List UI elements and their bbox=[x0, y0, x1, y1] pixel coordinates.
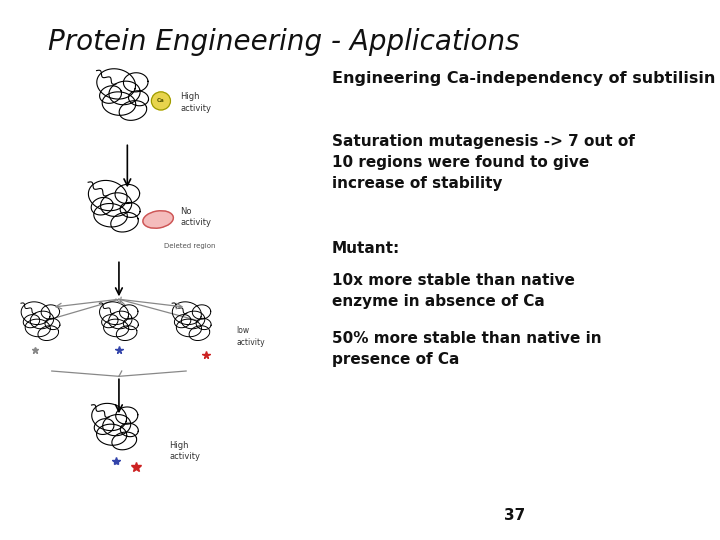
Text: 37: 37 bbox=[503, 508, 525, 523]
Text: High
activity: High activity bbox=[181, 92, 212, 112]
Text: 10x more stable than native
enzyme in absence of Ca: 10x more stable than native enzyme in ab… bbox=[332, 273, 575, 309]
Text: Deleted region: Deleted region bbox=[163, 243, 215, 249]
Text: Ca: Ca bbox=[157, 98, 165, 104]
Text: Engineering Ca-independency of subtilisin: Engineering Ca-independency of subtilisi… bbox=[332, 71, 715, 86]
Text: High
activity: High activity bbox=[169, 441, 200, 461]
Circle shape bbox=[151, 92, 171, 110]
Text: 50% more stable than native in
presence of Ca: 50% more stable than native in presence … bbox=[332, 331, 601, 367]
Text: Mutant:: Mutant: bbox=[332, 241, 400, 256]
Text: low
activity: low activity bbox=[236, 326, 265, 347]
Text: No
activity: No activity bbox=[181, 207, 212, 227]
Text: Saturation mutagenesis -> 7 out of
10 regions were found to give
increase of sta: Saturation mutagenesis -> 7 out of 10 re… bbox=[332, 134, 634, 191]
Ellipse shape bbox=[143, 211, 174, 228]
Text: Protein Engineering - Applications: Protein Engineering - Applications bbox=[48, 28, 520, 56]
